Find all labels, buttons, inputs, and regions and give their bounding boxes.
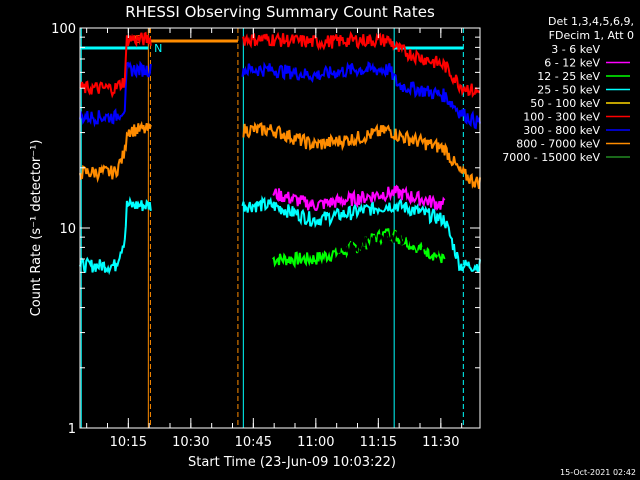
data-layer: SN [79, 28, 481, 428]
series-3-6-kevline [271, 229, 446, 256]
x-axis-label: Start Time (23-Jun-09 10:03:22) [188, 455, 396, 470]
legend-label: 300 - 800 keV [523, 124, 600, 137]
legend-label: 3 - 6 keV [551, 43, 600, 56]
series-100-300-kevline [241, 30, 481, 99]
legend-label: 12 - 25 keV [537, 70, 600, 83]
axis-layer: 1 10 100 10:15 10:30 10:45 11:00 11:15 11:30 [51, 22, 480, 450]
series-300-800-kevline [79, 60, 152, 128]
legend-label: 25 - 50 keV [537, 84, 600, 97]
chart-title: RHESSI Observing Summary Count Rates [125, 3, 435, 21]
series-6-12-kevline [272, 184, 446, 212]
legend: Det 1,3,4,5,6,9, FDecim 1, Att 0 3 - 6 k… [502, 15, 634, 164]
series-300-800-kevline [241, 61, 481, 130]
x-tick-label: 11:00 [297, 435, 334, 450]
series-25-50-kevline [79, 195, 152, 276]
legend-header-2: FDecim 1, Att 0 [549, 29, 634, 42]
legend-label: 50 - 100 keV [530, 97, 600, 110]
x-tick-label: 10:15 [110, 435, 147, 450]
legend-label: 100 - 300 keV [523, 111, 600, 124]
legend-label: 7000 - 15000 keV [502, 151, 600, 164]
x-tick-label: 10:45 [235, 435, 272, 450]
series-25-50-kevline [241, 195, 481, 273]
y-tick-label: 10 [59, 222, 76, 237]
series-800-7000-kevline [242, 121, 481, 189]
footer-date: 15-Oct-2021 02:42 [560, 468, 636, 477]
series-100-300-kevline [79, 31, 152, 99]
x-tick-label: 11:30 [422, 435, 459, 450]
x-tick-label: 10:30 [172, 435, 209, 450]
series-800-7000-kevline [79, 120, 152, 184]
x-tick-label: 11:15 [360, 435, 397, 450]
y-tick-label: 100 [51, 22, 76, 37]
legend-label: 6 - 12 keV [544, 57, 600, 70]
night-marker-label: N [154, 42, 162, 55]
y-tick-label: 1 [68, 422, 76, 437]
y-axis-label: Count Rate (s⁻¹ detector⁻¹) [29, 140, 44, 317]
legend-header-1: Det 1,3,4,5,6,9, [548, 15, 634, 28]
legend-label: 800 - 7000 keV [516, 138, 600, 151]
